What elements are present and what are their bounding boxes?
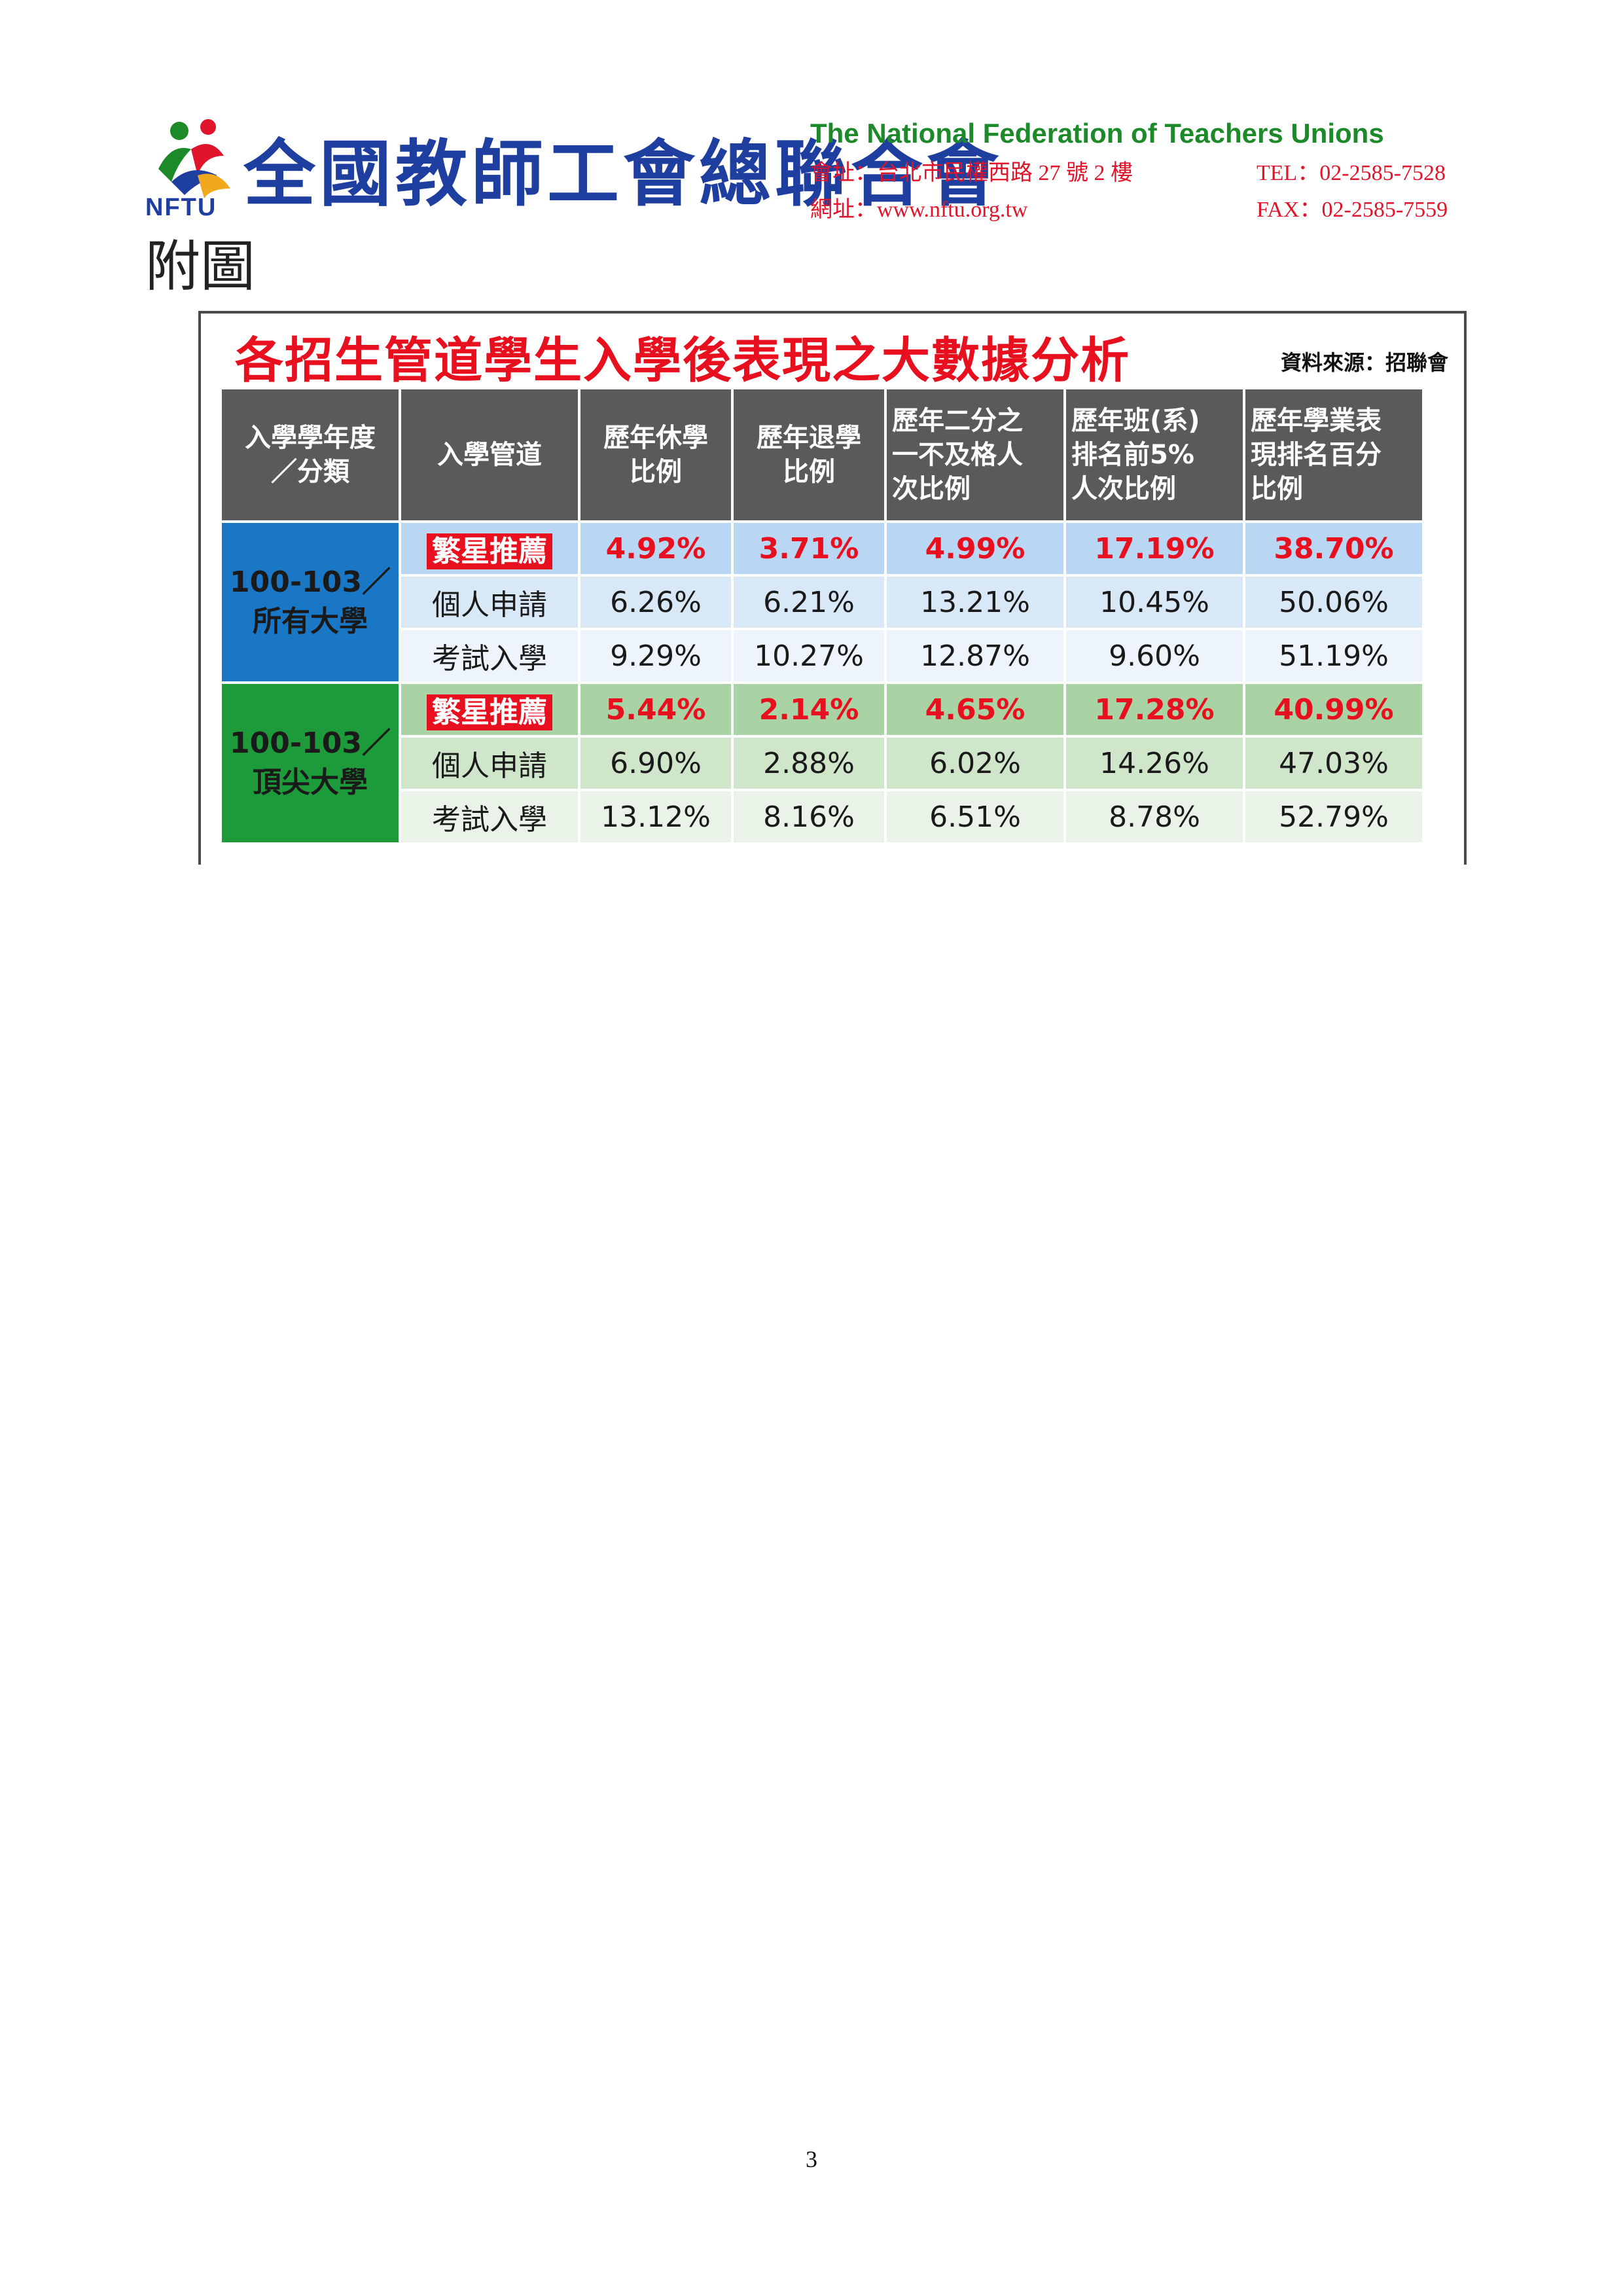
channel-cell: 考試入學 — [401, 630, 578, 681]
header-cell: 入學學年度 ／分類 — [222, 389, 399, 520]
table-row: 100-103／ 頂尖大學 繁星推薦 5.44% 2.14% 4.65% 17.2… — [222, 684, 1422, 842]
value-cell: 40.99% — [1245, 684, 1422, 735]
table-row: 個人申請 6.90% 2.88% 6.02% 14.26% 47.03% — [222, 738, 1422, 789]
table-title: 各招生管道學生入學後表現之大數據分析 — [235, 332, 1130, 389]
fax-text: FAX：02-2585-7559 — [1257, 198, 1448, 222]
figure-caption: 附圖 — [145, 234, 256, 298]
value-cell: 17.19% — [1066, 523, 1243, 574]
value-cell: 9.29% — [580, 630, 731, 681]
value-cell: 4.92% — [580, 523, 731, 574]
header-cell: 歷年班(系) 排名前5% 人次比例 — [1066, 389, 1243, 520]
channel-cell: 個人申請 — [401, 738, 578, 789]
group-label: 100-103／ 頂尖大學 — [222, 684, 399, 842]
value-cell: 8.16% — [734, 791, 884, 842]
table-header-row: 入學學年度 ／分類 入學管道 歷年休學 比例 歷年退學 比例 歷年二分之 一不及格人 次比… — [222, 389, 1422, 520]
value-cell: 4.99% — [887, 523, 1063, 574]
channel-cell: 繁星推薦 — [401, 684, 578, 735]
table-row: 個人申請 6.26% 6.21% 13.21% 10.45% 50.06% — [222, 577, 1422, 628]
page-number: 3 — [806, 2146, 817, 2172]
header-cell: 歷年休學 比例 — [580, 389, 731, 520]
value-cell: 17.28% — [1066, 684, 1243, 735]
stats-table-figure: 各招生管道學生入學後表現之大數據分析 資料來源：招聯會 入學學年度 ／分類 入學管… — [198, 311, 1467, 865]
value-cell: 6.21% — [734, 577, 884, 628]
value-cell: 9.60% — [1066, 630, 1243, 681]
value-cell: 14.26% — [1066, 738, 1243, 789]
value-cell: 50.06% — [1245, 577, 1422, 628]
value-cell: 3.71% — [734, 523, 884, 574]
tel-text: TEL：02-2585-7528 — [1257, 161, 1446, 185]
stats-table: 入學學年度 ／分類 入學管道 歷年休學 比例 歷年退學 比例 歷年二分之 一不及格人 次比… — [219, 387, 1425, 845]
header-cell: 歷年二分之 一不及格人 次比例 — [887, 389, 1063, 520]
value-cell: 12.87% — [887, 630, 1063, 681]
channel-cell: 個人申請 — [401, 577, 578, 628]
nftu-emblem-icon — [158, 119, 230, 198]
value-cell: 10.45% — [1066, 577, 1243, 628]
table-row: 100-103／ 所有大學 繁星推薦 4.92% 3.71% 4.99% 17.1… — [222, 523, 1422, 681]
website-text: 網址：www.nftu.org.tw — [810, 198, 1028, 222]
header-cell: 歷年學業表 現排名百分 比例 — [1245, 389, 1422, 520]
value-cell: 47.03% — [1245, 738, 1422, 789]
nftu-logo: NFTU — [145, 117, 250, 221]
org-name-en: The National Federation of Teachers Unio… — [810, 118, 1384, 149]
table-row: 考試入學 13.12% 8.16% 6.51% 8.78% 52.79% — [222, 791, 1422, 842]
value-cell: 10.27% — [734, 630, 884, 681]
group-label: 100-103／ 所有大學 — [222, 523, 399, 681]
value-cell: 38.70% — [1245, 523, 1422, 574]
value-cell: 5.44% — [580, 684, 731, 735]
value-cell: 52.79% — [1245, 791, 1422, 842]
header-cell: 入學管道 — [401, 389, 578, 520]
value-cell: 6.51% — [887, 791, 1063, 842]
value-cell: 4.65% — [887, 684, 1063, 735]
value-cell: 6.90% — [580, 738, 731, 789]
channel-cell: 繁星推薦 — [401, 523, 578, 574]
table-row: 考試入學 9.29% 10.27% 12.87% 9.60% 51.19% — [222, 630, 1422, 681]
value-cell: 2.88% — [734, 738, 884, 789]
table-source: 資料來源：招聯會 — [1280, 350, 1448, 375]
value-cell: 13.21% — [887, 577, 1063, 628]
value-cell: 2.14% — [734, 684, 884, 735]
value-cell: 51.19% — [1245, 630, 1422, 681]
value-cell: 6.26% — [580, 577, 731, 628]
value-cell: 6.02% — [887, 738, 1063, 789]
org-name-zh: 全國教師工會總聯合會 — [243, 132, 1003, 216]
address-text: 會址：台北市民權西路 27 號 2 樓 — [810, 161, 1133, 185]
logo-text: NFTU — [145, 194, 217, 221]
header-cell: 歷年退學 比例 — [734, 389, 884, 520]
channel-cell: 考試入學 — [401, 791, 578, 842]
value-cell: 13.12% — [580, 791, 731, 842]
value-cell: 8.78% — [1066, 791, 1243, 842]
